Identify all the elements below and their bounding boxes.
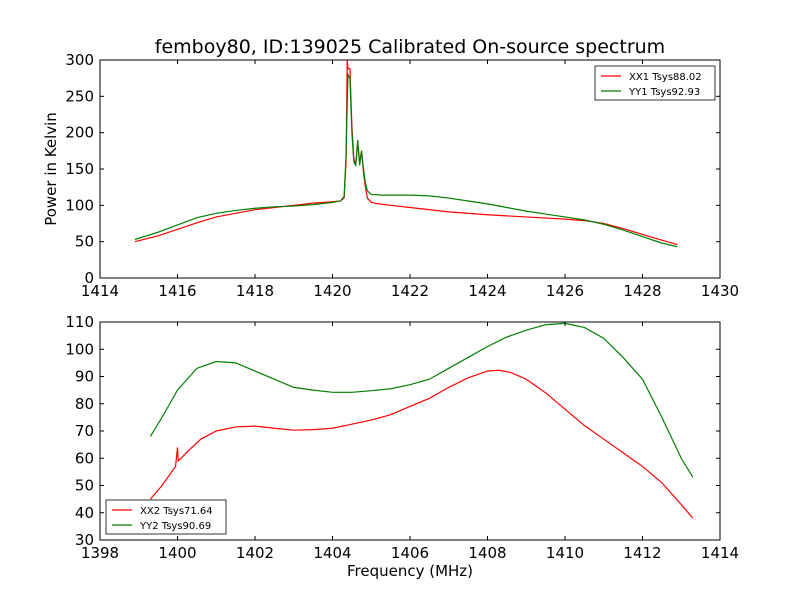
x-tick-label: 1428 — [623, 282, 661, 300]
series-line-yy2 — [149, 322, 694, 478]
y-tick-label: 90 — [75, 368, 94, 386]
y-tick-label: 0 — [84, 269, 94, 287]
y-tick-label: 110 — [65, 313, 94, 331]
y-tick-label: 50 — [75, 233, 94, 251]
x-tick-label: 1430 — [701, 282, 739, 300]
chart-title: femboy80, ID:139025 Calibrated On-source… — [155, 36, 665, 58]
y-tick-label: 150 — [65, 160, 94, 178]
x-tick-label: 1412 — [623, 544, 661, 562]
x-tick-label: 1418 — [236, 282, 274, 300]
legend-label: XX1 Tsys88.02 — [629, 72, 702, 83]
x-tick-label: 1414 — [81, 282, 119, 300]
y-tick-label: 200 — [65, 124, 94, 142]
legend-label: XX2 Tsys71.64 — [140, 506, 213, 517]
top-panel: 1414 1416 1418 1420 1422 1424 1426 1428 1430 0 50 1… — [42, 51, 739, 300]
x-axis-label: Frequency (MHz) — [347, 562, 473, 580]
x-tick-label: 1404 — [313, 544, 351, 562]
legend-box — [594, 65, 716, 101]
x-tick-label: 1410 — [546, 544, 584, 562]
legend-label: YY1 Tsys92.93 — [628, 87, 700, 98]
y-tick-label: 60 — [75, 449, 94, 467]
legend: XX2 Tsys71.64 YY2 Tsys90.69 — [105, 499, 227, 535]
x-tick-label: 1420 — [313, 282, 351, 300]
series-line-yy1 — [134, 72, 678, 248]
y-tick-label: 40 — [75, 504, 94, 522]
y-tick-label: 70 — [75, 422, 94, 440]
y-tick-label: 250 — [65, 87, 94, 105]
x-tick-label: 1398 — [81, 544, 119, 562]
y-tick-label: 50 — [75, 477, 94, 495]
x-tick-label: 1402 — [236, 544, 274, 562]
y-tick-label: 100 — [65, 340, 94, 358]
x-tick-label: 1400 — [158, 544, 196, 562]
x-tick-label: 1426 — [546, 282, 584, 300]
x-tick-label: 1416 — [158, 282, 196, 300]
x-tick-label: 1424 — [468, 282, 506, 300]
x-tick-label: 1422 — [391, 282, 429, 300]
legend: XX1 Tsys88.02 YY1 Tsys92.93 — [594, 65, 716, 101]
y-tick-label: 100 — [65, 196, 94, 214]
x-tick-label: 1414 — [701, 544, 739, 562]
bottom-panel: 1398 1400 1402 1404 1406 1408 1410 1412 1414 30 40… — [65, 313, 739, 580]
legend-box — [105, 499, 227, 535]
y-tick-label: 80 — [75, 395, 94, 413]
x-tick-label: 1406 — [391, 544, 429, 562]
x-tick-label: 1408 — [468, 544, 506, 562]
series-line-xx2 — [149, 369, 694, 519]
legend-label: YY2 Tsys90.69 — [139, 521, 211, 532]
y-tick-label: 300 — [65, 51, 94, 69]
y-tick-label: 30 — [75, 531, 94, 549]
y-axis-label: Power in Kelvin — [42, 112, 60, 226]
